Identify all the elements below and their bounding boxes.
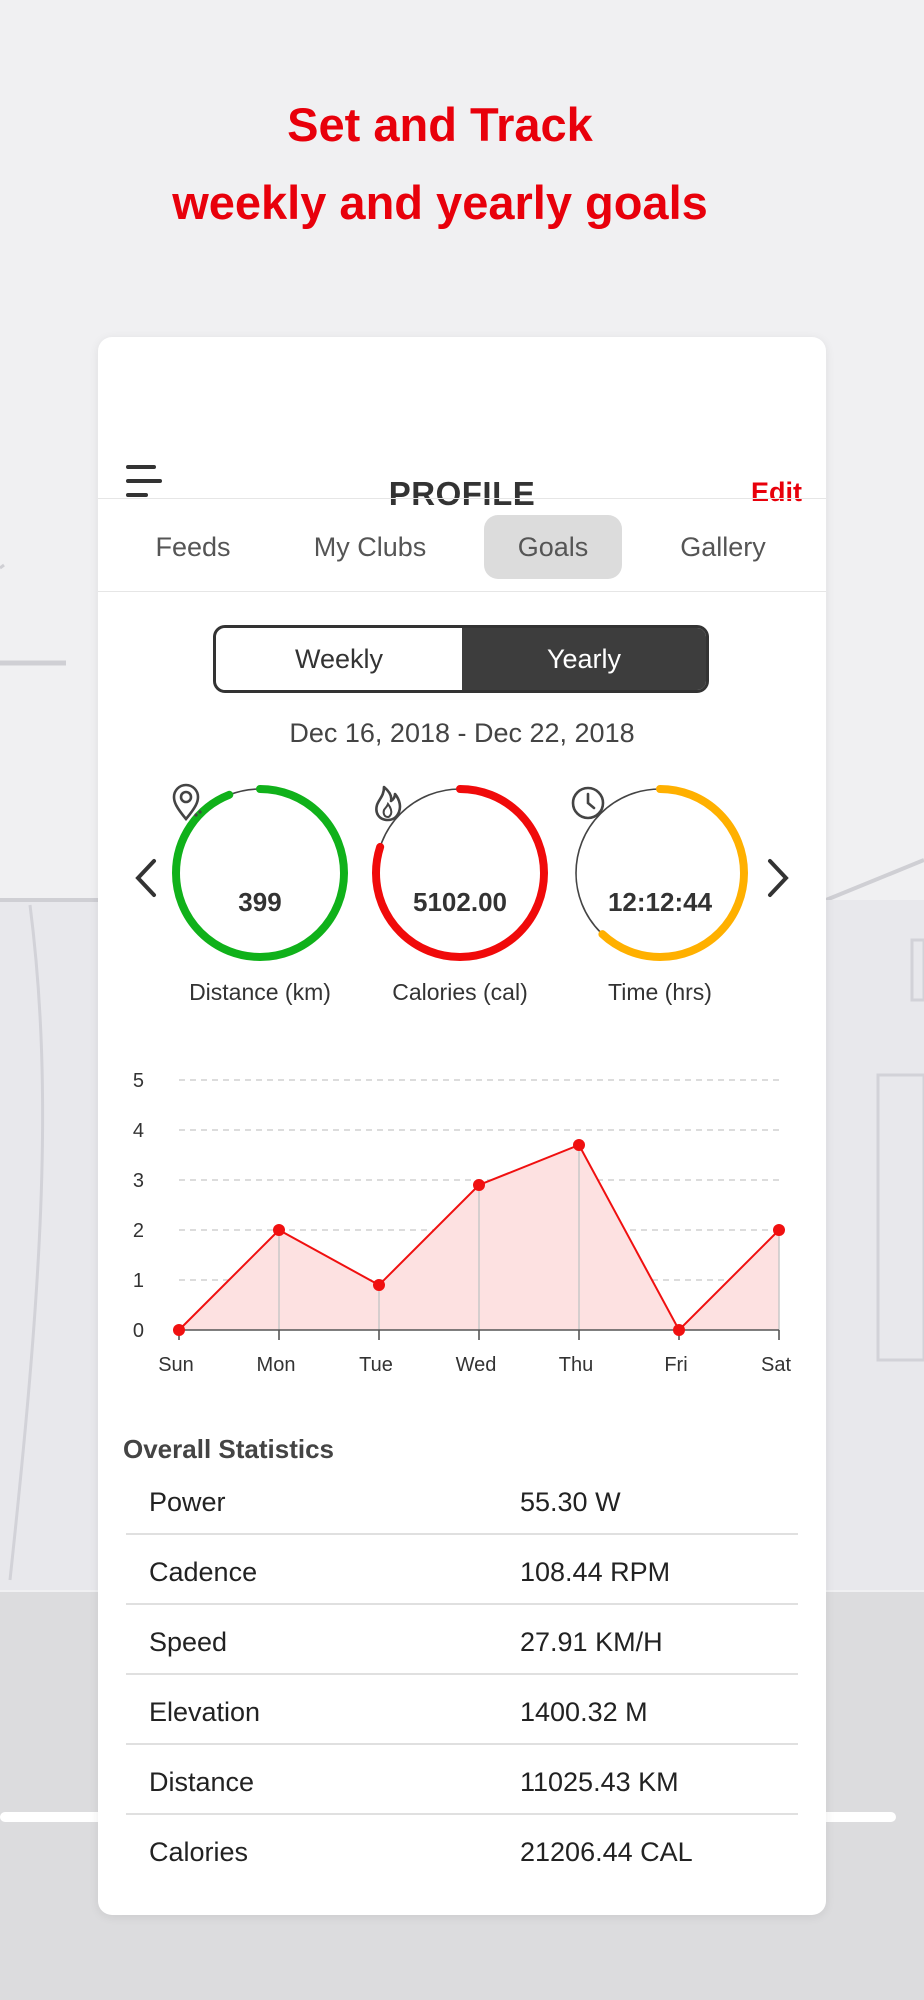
chevron-left-icon[interactable] <box>132 857 162 899</box>
profile-tabs: Feeds My Clubs Goals Gallery <box>98 499 826 591</box>
clock-icon <box>571 786 605 820</box>
stats-row-value: 108.44 RPM <box>520 1557 671 1587</box>
stats-row-value: 21206.44 CAL <box>520 1837 693 1867</box>
calories-label: Calories (cal) <box>392 979 528 1005</box>
stats-row-label: Cadence <box>149 1557 258 1587</box>
distance-value: 399 <box>238 887 282 917</box>
stats-row: Speed 27.91 KM/H <box>126 1605 798 1675</box>
chart-data-point <box>373 1279 385 1291</box>
stats-row-value: 55.30 W <box>520 1487 621 1517</box>
edit-button[interactable]: Edit <box>751 477 802 507</box>
tab-my-clubs[interactable]: My Clubs <box>313 532 427 562</box>
stats-title: Overall Statistics <box>123 1434 334 1464</box>
menu-icon[interactable] <box>126 461 162 501</box>
headline-line1: Set and Track <box>287 98 593 151</box>
stats-row-label: Power <box>149 1487 226 1517</box>
period-toggle: Yearly Weekly <box>213 625 709 693</box>
chart-data-point <box>473 1179 485 1191</box>
yearly-toggle-button[interactable]: Yearly <box>462 628 706 690</box>
chart-y-tick-label: 5 <box>133 1070 144 1092</box>
chevron-right-icon[interactable] <box>762 857 792 899</box>
location-pin-icon <box>172 783 202 822</box>
chart-data-point <box>573 1139 585 1151</box>
chart-data-point <box>173 1324 185 1336</box>
tab-gallery[interactable]: Gallery <box>680 532 766 562</box>
date-range: Dec 16, 2018 - Dec 22, 2018 <box>289 718 635 748</box>
stats-row: Power 55.30 W <box>126 1465 798 1535</box>
distance-label: Distance (km) <box>189 979 331 1005</box>
time-value: 12:12:44 <box>607 887 713 917</box>
headline-line2: weekly and yearly goals <box>172 176 708 229</box>
stats-row-label: Speed <box>149 1627 228 1657</box>
tab-goals[interactable]: Goals <box>484 515 622 579</box>
tabs-divider <box>98 591 826 592</box>
flame-icon <box>375 785 402 822</box>
profile-card: PROFILE Edit Feeds My Clubs Goals Galler… <box>98 337 826 1915</box>
chart-y-tick-label: 4 <box>133 1120 144 1142</box>
time-progress-ring <box>572 785 748 961</box>
stats-table: Power 55.30 W Cadence 108.44 RPM Speed 27.91 … <box>126 1465 798 1885</box>
stats-row: Elevation 1400.32 M <box>126 1675 798 1745</box>
tab-feeds[interactable]: Feeds <box>155 532 231 562</box>
headline: Set and Track weekly and yearly goals <box>0 86 880 242</box>
chart-data-point <box>273 1224 285 1236</box>
chart-y-tick-label: 2 <box>133 1220 144 1242</box>
calories-progress-ring <box>372 785 548 961</box>
chart-x-tick-label: Wed <box>456 1354 497 1376</box>
stats-row-value: 11025.43 KM <box>520 1767 679 1797</box>
stats-row-label: Calories <box>149 1837 249 1867</box>
chart-x-tick-label: Sun <box>158 1354 194 1376</box>
time-label: Time (hrs) <box>608 979 712 1005</box>
page-title: PROFILE <box>388 475 536 512</box>
top-bar: PROFILE Edit <box>98 437 826 512</box>
calories-value: 5102.00 <box>413 887 507 917</box>
stats-row: Distance 11025.43 KM <box>126 1745 798 1815</box>
weekly-goal-chart: 0 1 2 3 4 5 Sun Mon Tue Wed Thu Fri Sat <box>133 1070 792 1376</box>
stats-row-value: 27.91 KM/H <box>520 1627 663 1657</box>
stats-row-label: Distance <box>149 1767 255 1797</box>
chart-x-tick-label: Tue <box>359 1354 393 1376</box>
chart-x-tick-label: Mon <box>257 1354 296 1376</box>
stats-row: Cadence 108.44 RPM <box>126 1535 798 1605</box>
stats-row-value: 1400.32 M <box>520 1697 648 1727</box>
chart-x-tick-label: Thu <box>559 1354 593 1376</box>
chart-data-point <box>773 1224 785 1236</box>
stats-row: Calories 21206.44 CAL <box>126 1815 798 1885</box>
chart-y-tick-label: 1 <box>133 1270 144 1292</box>
chart-data-point <box>673 1324 685 1336</box>
header-divider <box>98 498 826 499</box>
distance-progress-ring <box>172 785 348 961</box>
chart-x-tick-label: Sat <box>761 1354 791 1376</box>
stats-row-label: Elevation <box>149 1697 261 1727</box>
chart-y-tick-label: 0 <box>133 1320 144 1342</box>
chart-y-tick-label: 3 <box>133 1170 144 1192</box>
weekly-toggle-button[interactable]: Weekly <box>216 628 462 690</box>
chart-x-tick-label: Fri <box>664 1354 687 1376</box>
